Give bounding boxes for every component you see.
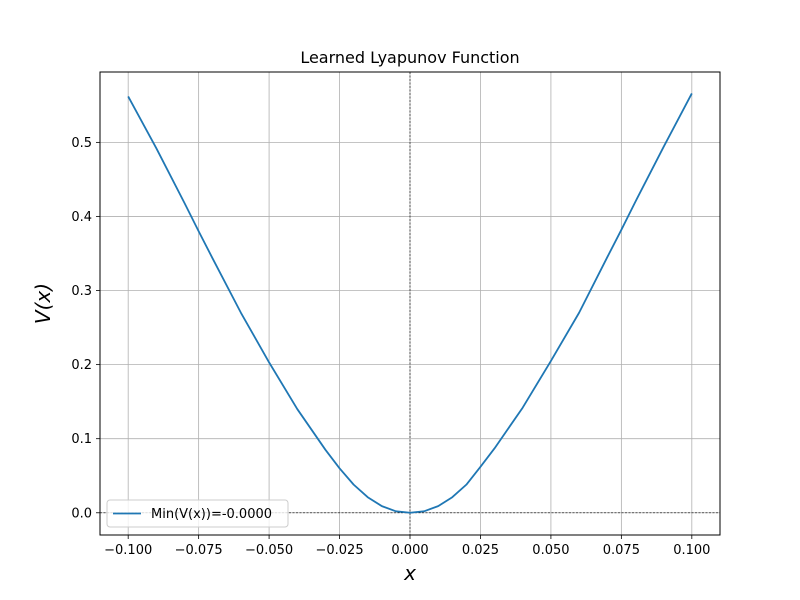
legend-box (106, 499, 289, 528)
x-tick-label: 0.000 (391, 543, 428, 558)
legend-label: Min(V(x))=-0.0000 (151, 507, 272, 522)
x-tick-label: −0.050 (245, 543, 293, 558)
series-line (127, 93, 693, 514)
y-tick-label: 0.1 (71, 432, 92, 447)
series-layer (127, 93, 693, 514)
x-tick-label: −0.100 (104, 543, 152, 558)
x-tick-label: −0.025 (315, 543, 363, 558)
x-axis-label: x (403, 561, 416, 585)
y-axis-label: V(x) (31, 283, 55, 324)
x-tick-label: 0.075 (603, 543, 640, 558)
x-tick-label: 0.100 (673, 543, 710, 558)
chart-title: Learned Lyapunov Function (300, 48, 519, 67)
y-tick-label: 0.2 (71, 358, 92, 373)
x-tick-label: 0.050 (532, 543, 569, 558)
y-tick-label: 0.5 (71, 136, 92, 151)
x-tick-label: 0.025 (462, 543, 499, 558)
x-tick-label: −0.075 (175, 543, 223, 558)
legend: Min(V(x))=-0.0000 (106, 499, 289, 528)
y-tick-label: 0.0 (71, 506, 92, 521)
ticks: −0.100 −0.075 −0.050 −0.025 0.000 0.025 0.050 0… (71, 136, 710, 558)
y-tick-label: 0.3 (71, 284, 92, 299)
y-tick-label: 0.4 (71, 210, 92, 225)
